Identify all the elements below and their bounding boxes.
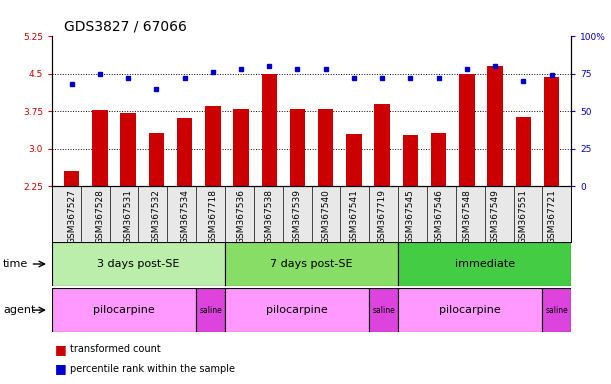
Bar	[516, 118, 531, 299]
Text: ■: ■	[55, 343, 67, 356]
Bar	[262, 74, 277, 299]
Bar	[92, 110, 108, 299]
Text: time: time	[3, 259, 28, 269]
Bar	[225, 242, 398, 286]
Bar	[375, 104, 390, 299]
Bar	[544, 77, 559, 299]
Bar	[290, 109, 306, 299]
Bar	[369, 288, 398, 332]
Text: 7 days post-SE: 7 days post-SE	[270, 259, 353, 269]
Text: pilocarpine: pilocarpine	[93, 305, 155, 315]
Text: 3 days post-SE: 3 days post-SE	[97, 259, 180, 269]
Bar	[120, 113, 136, 299]
Text: percentile rank within the sample: percentile rank within the sample	[70, 364, 235, 374]
Text: pilocarpine: pilocarpine	[439, 305, 501, 315]
Bar	[52, 288, 196, 332]
Bar	[346, 134, 362, 299]
Bar	[488, 66, 503, 299]
Bar	[431, 133, 447, 299]
Bar	[318, 109, 334, 299]
Bar	[459, 74, 475, 299]
Bar	[398, 242, 571, 286]
Text: agent: agent	[3, 305, 35, 315]
Text: pilocarpine: pilocarpine	[266, 305, 328, 315]
Bar	[177, 118, 192, 299]
Text: GDS3827 / 67066: GDS3827 / 67066	[64, 19, 187, 33]
Bar	[148, 133, 164, 299]
Text: immediate: immediate	[455, 259, 515, 269]
Bar	[233, 109, 249, 299]
Bar	[403, 135, 418, 299]
Text: saline: saline	[372, 306, 395, 314]
Bar	[205, 106, 221, 299]
Bar	[543, 288, 571, 332]
Text: saline: saline	[199, 306, 222, 314]
Text: transformed count: transformed count	[70, 344, 161, 354]
Bar	[64, 171, 79, 299]
Text: saline: saline	[546, 306, 568, 314]
Bar	[196, 288, 225, 332]
Bar	[398, 288, 543, 332]
Bar	[52, 242, 225, 286]
Bar	[225, 288, 369, 332]
Text: ■: ■	[55, 362, 67, 375]
